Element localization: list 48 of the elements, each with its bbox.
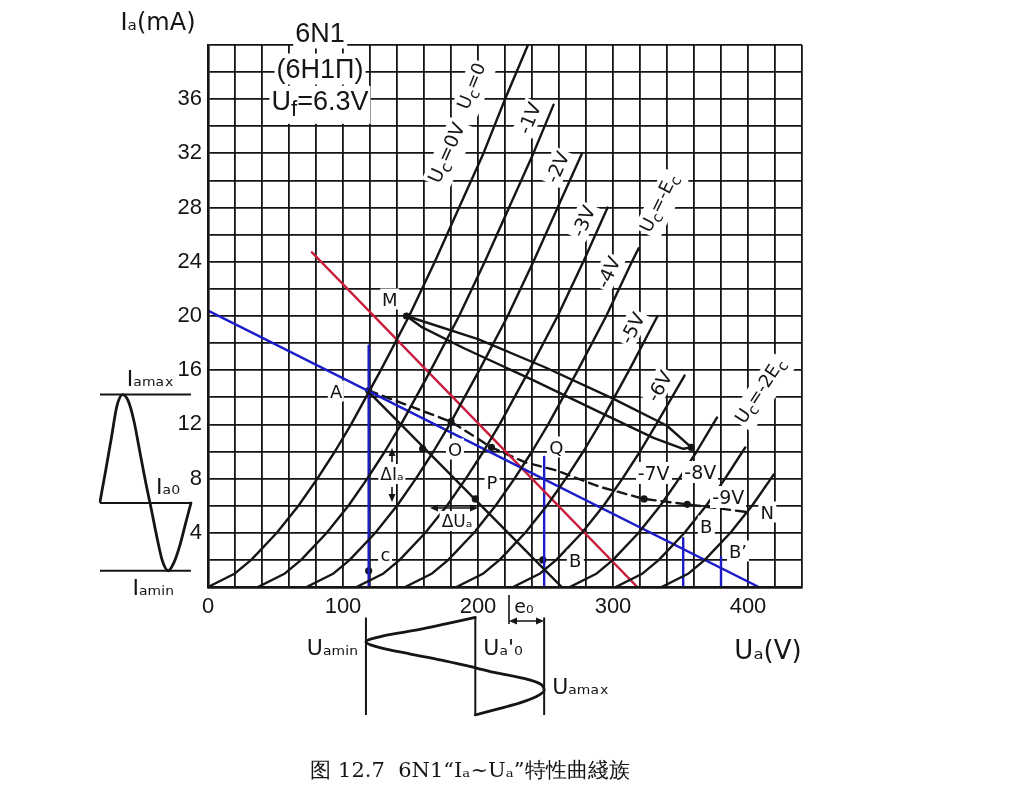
text: -1V — [512, 97, 547, 140]
annotation: U$_{f}$=6.3V — [269, 85, 371, 125]
annotation: A — [327, 380, 345, 402]
x-tick-label: 400 — [729, 593, 767, 619]
x-tick-label: 300 — [594, 593, 632, 619]
y-tick-label: 20 — [177, 302, 202, 328]
y-tick-label: 8 — [189, 464, 202, 490]
y-tick-label: 12 — [177, 410, 202, 436]
x-tick-label: 200 — [459, 593, 497, 619]
annotation: Q — [547, 436, 566, 458]
series-label: -8V — [682, 461, 719, 484]
x-tick-label: 100 — [324, 593, 362, 619]
y-axis-title: Iₐ(mA) — [119, 8, 197, 36]
y-tick-label: 16 — [177, 356, 202, 382]
text: -2V — [540, 145, 575, 188]
ref-line-label: Uₐₘᵢₙ — [305, 634, 359, 660]
annotation: N — [758, 501, 776, 523]
x-axis-title: Uₐ(V) — [733, 635, 803, 665]
ref-line-label: Iₐₘₐₓ — [125, 365, 175, 391]
ref-line-label: Iₐ₀ — [155, 473, 181, 499]
ref-line-label: Iₐₘᵢₙ — [131, 574, 175, 600]
y-tick-label: 4 — [189, 518, 202, 544]
text: -3V — [565, 199, 601, 242]
series-label: -9V — [710, 486, 747, 509]
annotation: O — [446, 438, 465, 460]
annotation: M — [379, 288, 400, 310]
text: 图 12.7 6N1“Iₐ~Uₐ”特性曲綫族 — [309, 758, 631, 782]
y-tick-label: 32 — [177, 139, 202, 165]
annotation: ΔUₐ — [439, 511, 475, 531]
annotation: c — [378, 543, 393, 565]
y-tick-label: 28 — [177, 193, 202, 219]
annotation: 6N1 — [293, 17, 347, 49]
text: -4V — [590, 250, 627, 293]
annotation: ΔIₐ — [378, 464, 406, 484]
annotation: e₀ — [512, 595, 536, 617]
text: -6V — [640, 365, 678, 408]
y-tick-label: 36 — [177, 85, 202, 111]
series-label: -7V — [635, 462, 672, 485]
annotation: B’ — [726, 540, 749, 562]
x-tick-label: 0 — [201, 593, 215, 619]
annotation: B — [567, 549, 584, 571]
ref-line-label: Uₐₘₐₓ — [551, 673, 610, 699]
ref-line-label: Uₐ'₀ — [482, 634, 524, 660]
text: -5V — [614, 306, 651, 349]
annotation: B — [698, 515, 715, 537]
annotation: (6Н1П) — [274, 53, 366, 85]
y-tick-label: 24 — [177, 247, 202, 273]
annotation: P — [484, 471, 500, 493]
